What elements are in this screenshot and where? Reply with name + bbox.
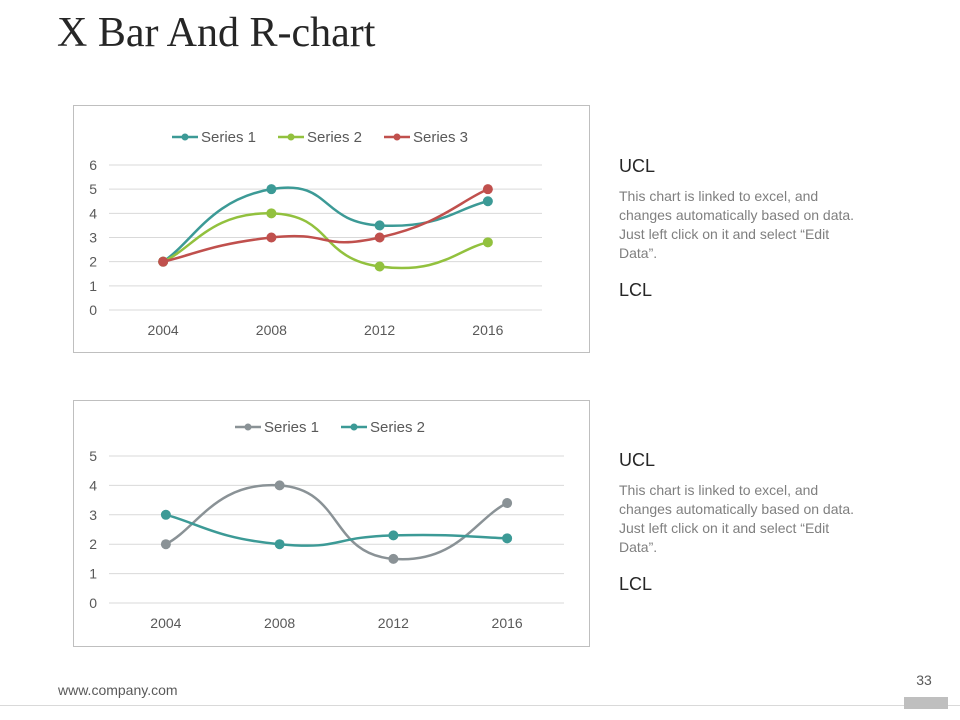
lcl-label: LCL — [619, 574, 653, 594]
footer-url[interactable]: www.company.com — [58, 682, 178, 698]
svg-text:Series 2: Series 2 — [307, 129, 362, 146]
x-tick-label: 2016 — [492, 615, 523, 631]
legend-entry[interactable]: Series 1 — [172, 129, 256, 146]
series-line[interactable] — [162, 212, 489, 270]
ucl-label: UCL — [619, 156, 656, 176]
data-point[interactable] — [502, 498, 513, 509]
svg-text:Series 1: Series 1 — [264, 419, 319, 436]
y-tick-label: 2 — [89, 536, 97, 552]
x-tick-label: 2012 — [364, 322, 395, 338]
chart-description: This chart is linked to excel, and chang… — [619, 482, 855, 555]
y-tick-label: 3 — [89, 230, 97, 246]
data-point[interactable] — [502, 533, 513, 544]
data-point[interactable] — [482, 237, 493, 248]
x-tick-label: 2008 — [264, 615, 295, 631]
y-tick-label: 1 — [89, 566, 97, 582]
top-chart-svg: 0 1 2 3 4 5 6 2004 2008 2012 2016 Series 1 Series 2 S… — [89, 129, 542, 338]
data-point[interactable] — [160, 539, 171, 550]
data-point[interactable] — [160, 509, 171, 520]
y-tick-label: 0 — [89, 595, 97, 611]
x-tick-label: 2004 — [148, 322, 179, 338]
data-point[interactable] — [482, 196, 493, 207]
svg-text:Series 1: Series 1 — [201, 129, 256, 146]
data-point[interactable] — [274, 480, 285, 491]
data-point[interactable] — [482, 184, 493, 195]
data-point[interactable] — [266, 184, 277, 195]
series-line[interactable] — [162, 186, 489, 263]
x-tick-label: 2008 — [256, 322, 287, 338]
top-side-panel: UCL This chart is linked to excel, and c… — [619, 154, 869, 302]
bottom-chart-svg: 0 1 2 3 4 5 2004 2008 2012 2016 Series 1 Series 2 — [89, 419, 564, 631]
y-tick-label: 0 — [89, 302, 97, 318]
page-number-tab — [904, 697, 948, 709]
legend-entry[interactable]: Series 2 — [278, 129, 362, 146]
svg-text:Series 2: Series 2 — [370, 419, 425, 436]
top-chart[interactable]: 0 1 2 3 4 5 6 2004 2008 2012 2016 Series 1 Series 2 S… — [73, 105, 590, 353]
lcl-label: LCL — [619, 280, 653, 300]
footer-divider — [0, 705, 960, 706]
data-point[interactable] — [388, 553, 399, 564]
y-tick-label: 4 — [89, 477, 97, 493]
data-point[interactable] — [266, 232, 277, 243]
x-tick-label: 2012 — [378, 615, 409, 631]
y-tick-label: 6 — [89, 157, 97, 173]
series-line[interactable] — [165, 513, 508, 547]
data-point[interactable] — [388, 530, 399, 541]
y-tick-label: 4 — [89, 205, 97, 221]
bottom-side-panel: UCL This chart is linked to excel, and c… — [619, 448, 869, 596]
y-tick-label: 1 — [89, 278, 97, 294]
data-point[interactable] — [374, 220, 385, 231]
y-tick-label: 5 — [89, 448, 97, 464]
data-point[interactable] — [374, 232, 385, 243]
data-point[interactable] — [266, 208, 277, 219]
y-tick-label: 2 — [89, 254, 97, 270]
x-tick-label: 2016 — [472, 322, 503, 338]
data-point[interactable] — [158, 256, 169, 267]
page-number: 33 — [916, 672, 932, 688]
series-line[interactable] — [165, 484, 508, 561]
data-point[interactable] — [374, 261, 385, 272]
legend-entry[interactable]: Series 1 — [235, 419, 319, 436]
y-tick-label: 3 — [89, 507, 97, 523]
data-point[interactable] — [274, 539, 285, 550]
legend-entry[interactable]: Series 3 — [384, 129, 468, 146]
legend-entry[interactable]: Series 2 — [341, 419, 425, 436]
ucl-label: UCL — [619, 450, 656, 470]
series-line[interactable] — [162, 188, 489, 263]
chart-description: This chart is linked to excel, and chang… — [619, 188, 855, 261]
y-tick-label: 5 — [89, 181, 97, 197]
x-tick-label: 2004 — [150, 615, 181, 631]
slide-title: X Bar And R-chart — [57, 10, 376, 56]
bottom-chart[interactable]: 0 1 2 3 4 5 2004 2008 2012 2016 Series 1 Series 2 — [73, 400, 590, 647]
svg-text:Series 3: Series 3 — [413, 129, 468, 146]
